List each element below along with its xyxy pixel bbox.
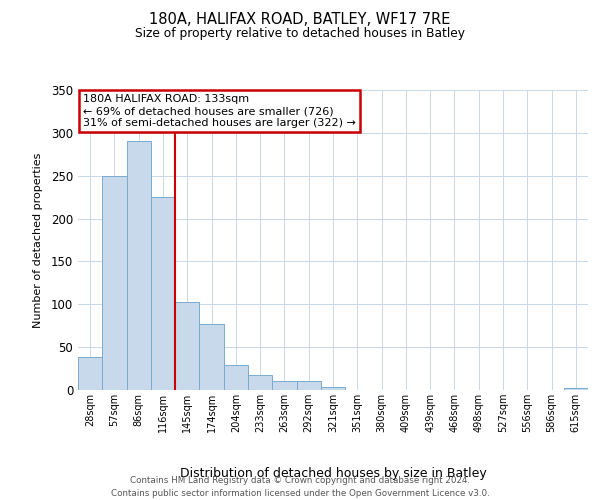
Bar [102, 176, 127, 390]
Bar [127, 140, 151, 390]
Bar [175, 302, 199, 390]
Bar [296, 382, 321, 390]
Bar [564, 388, 588, 390]
Text: 180A, HALIFAX ROAD, BATLEY, WF17 7RE: 180A, HALIFAX ROAD, BATLEY, WF17 7RE [149, 12, 451, 28]
Bar [248, 374, 272, 390]
Text: Size of property relative to detached houses in Batley: Size of property relative to detached ho… [135, 28, 465, 40]
Bar [321, 386, 345, 390]
Y-axis label: Number of detached properties: Number of detached properties [32, 152, 43, 328]
Text: 180A HALIFAX ROAD: 133sqm
← 69% of detached houses are smaller (726)
31% of semi: 180A HALIFAX ROAD: 133sqm ← 69% of detac… [83, 94, 356, 128]
Bar [272, 380, 296, 390]
Bar [199, 324, 224, 390]
Bar [78, 358, 102, 390]
Text: Contains HM Land Registry data © Crown copyright and database right 2024.
Contai: Contains HM Land Registry data © Crown c… [110, 476, 490, 498]
Text: Distribution of detached houses by size in Batley: Distribution of detached houses by size … [179, 467, 487, 480]
Bar [224, 365, 248, 390]
Bar [151, 197, 175, 390]
